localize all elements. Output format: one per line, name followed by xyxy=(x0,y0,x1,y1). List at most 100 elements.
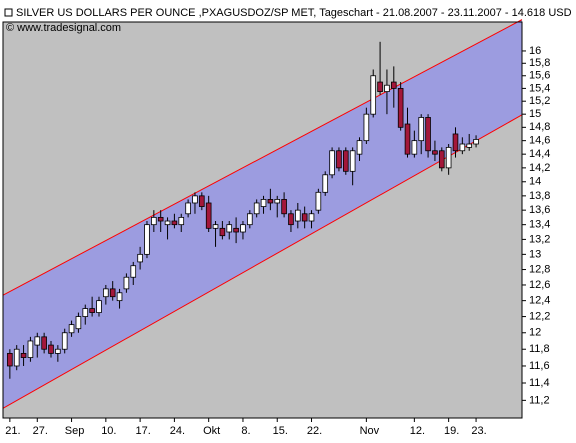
y-tick-label: 12,4 xyxy=(529,295,550,307)
y-tick-label: 15,2 xyxy=(529,95,550,107)
y-tick-label: 13,2 xyxy=(529,233,550,245)
candle-body xyxy=(432,150,438,155)
candle-body xyxy=(384,84,390,92)
candle-body xyxy=(212,224,219,229)
candle-body xyxy=(377,81,383,92)
x-tick-label: 27. xyxy=(33,425,48,437)
candle-body xyxy=(267,199,274,204)
candle-body xyxy=(205,202,212,229)
y-tick-label: 12,2 xyxy=(529,310,550,322)
y-tick-label: 13,8 xyxy=(529,190,550,202)
y-tick-label: 13 xyxy=(529,248,541,260)
candle-body xyxy=(301,213,308,222)
x-tick-label: 10. xyxy=(101,425,116,437)
candle-body xyxy=(61,332,68,350)
candle-body xyxy=(27,340,34,358)
candle-body xyxy=(343,150,349,172)
candle-body xyxy=(116,292,123,302)
candle-body xyxy=(445,146,452,169)
y-tick-label: 15 xyxy=(529,108,541,120)
candle-body xyxy=(329,150,335,176)
candle-body xyxy=(466,143,473,148)
candle-body xyxy=(253,202,260,215)
candle-body xyxy=(137,253,143,263)
plot-frame xyxy=(2,21,523,419)
x-tick-label: 19. xyxy=(444,425,459,437)
candle-body xyxy=(295,209,301,222)
y-tick-label: 11,8 xyxy=(529,343,550,355)
candle-body xyxy=(356,140,363,155)
candle-body xyxy=(411,140,418,155)
candle-body xyxy=(247,213,253,226)
candle-body xyxy=(315,191,322,211)
channel-line xyxy=(2,19,523,296)
candle-body xyxy=(171,220,178,226)
candle-body xyxy=(164,220,171,226)
candle-body xyxy=(41,336,47,350)
plot-layer xyxy=(2,19,523,409)
y-tick-label: 14 xyxy=(529,176,541,188)
candle-body xyxy=(274,199,281,204)
candle-body xyxy=(151,216,157,226)
candle-body xyxy=(425,117,431,152)
y-tick-label: 14,4 xyxy=(529,148,550,160)
candle-body xyxy=(123,276,130,290)
candle-body xyxy=(20,352,27,358)
candle-body xyxy=(96,300,102,313)
candle-body xyxy=(103,288,109,298)
candle-body xyxy=(363,113,370,142)
candle-body xyxy=(452,133,459,152)
candle-body xyxy=(349,150,356,172)
x-tick-label: 21. xyxy=(5,425,20,437)
candle-body xyxy=(109,288,116,298)
y-tick-label: 15,8 xyxy=(529,57,550,69)
candle-body xyxy=(260,199,267,207)
candle-body xyxy=(48,344,54,354)
x-tick-label: Sep xyxy=(65,425,85,437)
y-tick-label: 16 xyxy=(529,45,541,57)
y-tick-label: 14,6 xyxy=(529,135,550,147)
candle-body xyxy=(288,213,294,226)
candle-body xyxy=(144,224,150,255)
x-tick-label: 8. xyxy=(241,425,250,437)
candle-body xyxy=(13,348,20,367)
x-tick-label: 17. xyxy=(135,425,150,437)
candle-body xyxy=(192,195,198,204)
candle-body xyxy=(89,308,95,313)
y-tick-label: 12,8 xyxy=(529,263,550,275)
candle-body xyxy=(34,336,41,346)
candle-body xyxy=(82,308,89,317)
candle-body xyxy=(219,227,226,237)
candle-body xyxy=(68,324,75,334)
x-tick-label: Nov xyxy=(360,425,380,437)
candle-body xyxy=(418,117,425,142)
candle-body xyxy=(397,87,404,128)
candle-body xyxy=(185,202,191,215)
y-tick-label: 14,8 xyxy=(529,121,550,133)
x-tick-label: 23. xyxy=(471,425,486,437)
y-tick-label: 15,6 xyxy=(529,70,550,82)
candle-body xyxy=(308,213,315,222)
candle-body xyxy=(281,199,287,215)
candle-body xyxy=(240,224,246,233)
candle-body xyxy=(7,352,13,367)
candle-body xyxy=(55,348,61,354)
y-tick-label: 12 xyxy=(529,327,541,339)
x-tick-label: 22. xyxy=(307,425,322,437)
x-tick-label: 12. xyxy=(410,425,425,437)
y-tick-label: 11,4 xyxy=(529,377,550,389)
candle-body xyxy=(404,123,411,155)
candle-body xyxy=(438,150,445,169)
candle-body xyxy=(226,224,233,233)
channel-line xyxy=(2,114,523,409)
copyright: © www.tradesignal.com xyxy=(6,22,121,34)
candle-body xyxy=(473,139,479,145)
x-tick-label: 24. xyxy=(170,425,185,437)
y-tick-label: 11,2 xyxy=(529,394,550,406)
chart-title: SILVER US DOLLARS PER OUNCE ,PXAGUSDOZ/S… xyxy=(16,7,572,19)
y-tick-label: 12,6 xyxy=(529,279,550,291)
candle-body xyxy=(233,227,239,233)
x-tick-label: Okt xyxy=(203,425,220,437)
title-icon xyxy=(4,8,13,17)
y-tick-label: 13,6 xyxy=(529,204,550,216)
